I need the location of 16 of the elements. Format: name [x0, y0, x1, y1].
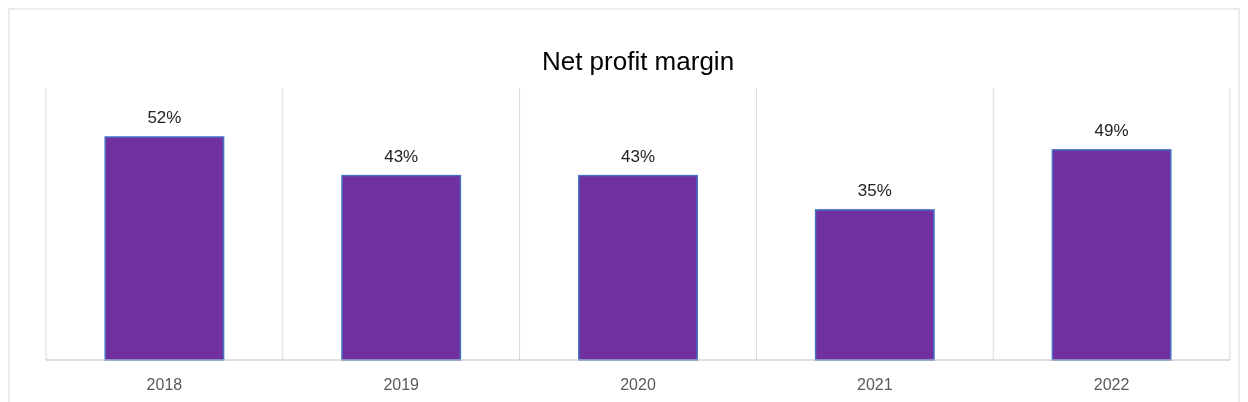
data-label: 43% — [384, 146, 419, 166]
bar — [341, 174, 462, 361]
chart-title: Net profit margin — [541, 46, 735, 76]
data-label: 35% — [857, 180, 892, 200]
bar — [814, 209, 935, 361]
data-label: 49% — [1094, 120, 1129, 140]
data-label: 43% — [620, 146, 656, 166]
x-tick-label: 2019 — [383, 376, 420, 393]
bar — [104, 136, 225, 361]
x-tick-label: 2022 — [1093, 376, 1130, 393]
x-tick-label: 2018 — [146, 376, 183, 393]
bar — [1051, 149, 1172, 361]
x-tick-label: 2020 — [620, 376, 656, 393]
data-label: 52% — [147, 107, 182, 127]
bar — [578, 174, 698, 361]
x-tick-label: 2021 — [857, 376, 893, 393]
